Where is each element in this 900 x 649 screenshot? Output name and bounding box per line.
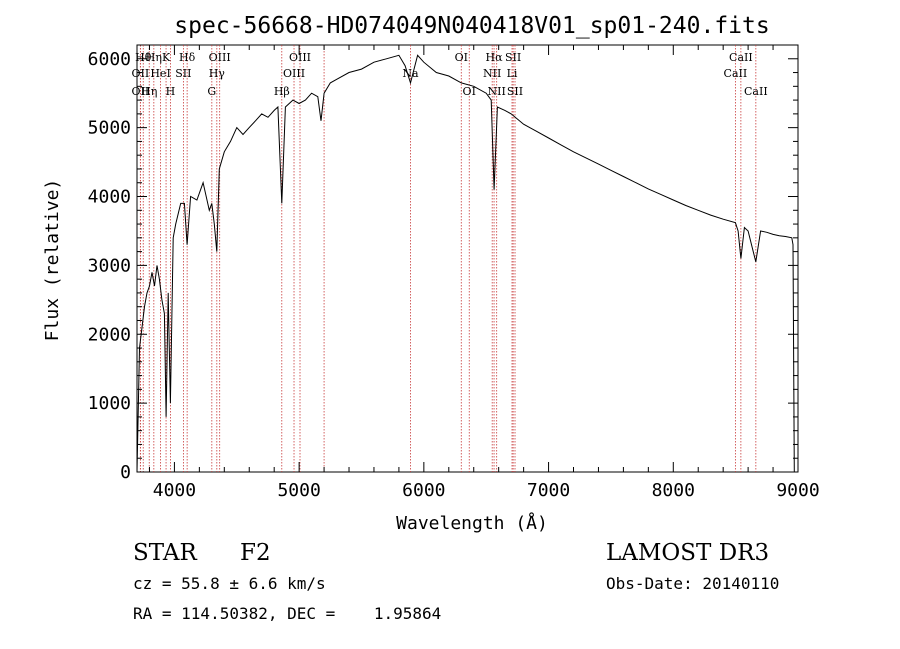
line-label: SII [505,51,521,64]
spectral-line-markers [139,45,757,472]
y-tick-label: 4000 [88,187,131,208]
coordinates: RA = 114.50382, DEC = 1.95864 [133,604,442,623]
y-tick-label: 0 [120,462,131,483]
chart-title: spec-56668-HD074049N040418V01_sp01-240.f… [174,13,769,39]
line-label: OIII [283,67,305,80]
line-label: Hα [486,51,504,64]
line-label: SII [175,67,191,80]
line-label: Hδ [179,51,196,64]
y-tick-label: 5000 [88,118,131,139]
line-label: Hη [141,85,157,98]
line-label: OI [455,51,468,64]
object-type: STAR [133,540,197,566]
line-label: HeI [150,67,170,80]
x-tick-label: 9000 [776,480,819,501]
spectral-line-labels: HθOIIOIIHηHηHeIKHSIIHδGHγOIIIHβOIIIOIIIN… [132,51,768,98]
y-axis: 0 1000 2000 3000 4000 5000 6000 [88,44,798,483]
plot-frame [136,44,799,473]
line-label: CaII [724,67,748,80]
line-label: Hη [146,51,162,64]
line-label: NII [488,85,506,98]
line-label: G [207,85,216,98]
object-subclass: F2 [240,540,271,566]
x-tick-label: 7000 [527,480,570,501]
line-label: OIII [209,51,231,64]
y-tick-label: 1000 [88,393,131,414]
y-tick-label: 6000 [88,49,131,70]
survey-name: LAMOST DR3 [606,540,770,566]
line-label: K [162,51,171,64]
line-label: Li [507,67,518,80]
x-tick-label: 6000 [402,480,445,501]
redshift-text: cz = 55.8 ± 6.6 km/s [133,574,326,593]
line-label: Hγ [209,67,226,80]
x-axis: 4000 5000 6000 7000 8000 9000 [148,45,820,501]
x-axis-label: Wavelength (Å) [396,512,548,534]
line-label: Hθ [135,51,152,64]
y-tick-label: 2000 [88,324,131,345]
line-label: Na [402,67,419,80]
x-tick-label: 4000 [153,480,196,501]
line-label: NII [483,67,501,80]
line-label: OII [132,85,150,98]
line-label: Hβ [274,85,290,98]
line-label: OI [463,85,476,98]
line-label: CaII [744,85,768,98]
obs-date: Obs-Date: 20140110 [606,574,780,593]
line-label: OII [132,67,150,80]
line-label: SII [507,85,523,98]
y-axis-label: Flux (relative) [42,179,63,342]
line-label: CaII [729,51,753,64]
line-label: H [166,85,176,98]
line-label: OIII [289,51,311,64]
x-tick-label: 5000 [277,480,320,501]
y-tick-label: 3000 [88,255,131,276]
spectrum-line [136,54,795,473]
x-tick-label: 8000 [652,480,695,501]
